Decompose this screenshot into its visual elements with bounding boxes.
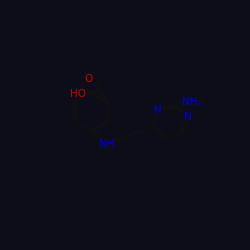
Text: NH: NH — [99, 138, 115, 148]
Text: N: N — [154, 105, 162, 115]
Text: NH₂: NH₂ — [182, 97, 202, 107]
Text: N: N — [184, 112, 192, 122]
Text: HO: HO — [70, 89, 86, 99]
Text: CH₃: CH₃ — [191, 130, 208, 140]
Text: O: O — [85, 74, 93, 84]
